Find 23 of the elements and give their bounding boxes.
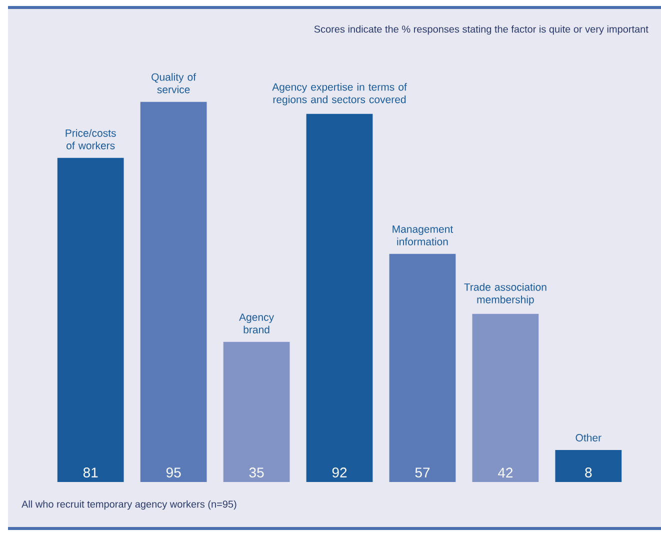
bar xyxy=(140,102,207,482)
bar xyxy=(472,314,539,482)
data-label: 81 xyxy=(83,468,98,478)
x-tick-label: Trade association membership xyxy=(464,283,546,306)
bar xyxy=(389,254,456,482)
bar xyxy=(306,114,373,482)
data-label: 95 xyxy=(166,468,181,478)
chart-subtitle: Scores indicate the % responses stating the factor is quite or very important xyxy=(314,25,648,35)
x-tick-label: Other xyxy=(576,434,602,442)
bar xyxy=(57,158,124,482)
data-label: 35 xyxy=(249,468,264,478)
data-label: 8 xyxy=(585,468,592,478)
x-tick-label: Management information xyxy=(392,226,454,246)
data-label: 42 xyxy=(498,468,513,478)
text: All who recruit temporary agency workers (n=95) xyxy=(22,500,236,510)
x-tick-label: Quality of service xyxy=(152,73,196,94)
x-tick-label: Agency brand xyxy=(239,314,274,334)
bar xyxy=(555,450,622,482)
data-label: 57 xyxy=(415,468,430,478)
data-label: 92 xyxy=(332,468,347,478)
x-tick-label: Agency expertise in terms of regions and sectors covered xyxy=(272,83,407,106)
x-tick-label: Price/costs of workers xyxy=(66,129,116,150)
bar xyxy=(223,342,290,482)
